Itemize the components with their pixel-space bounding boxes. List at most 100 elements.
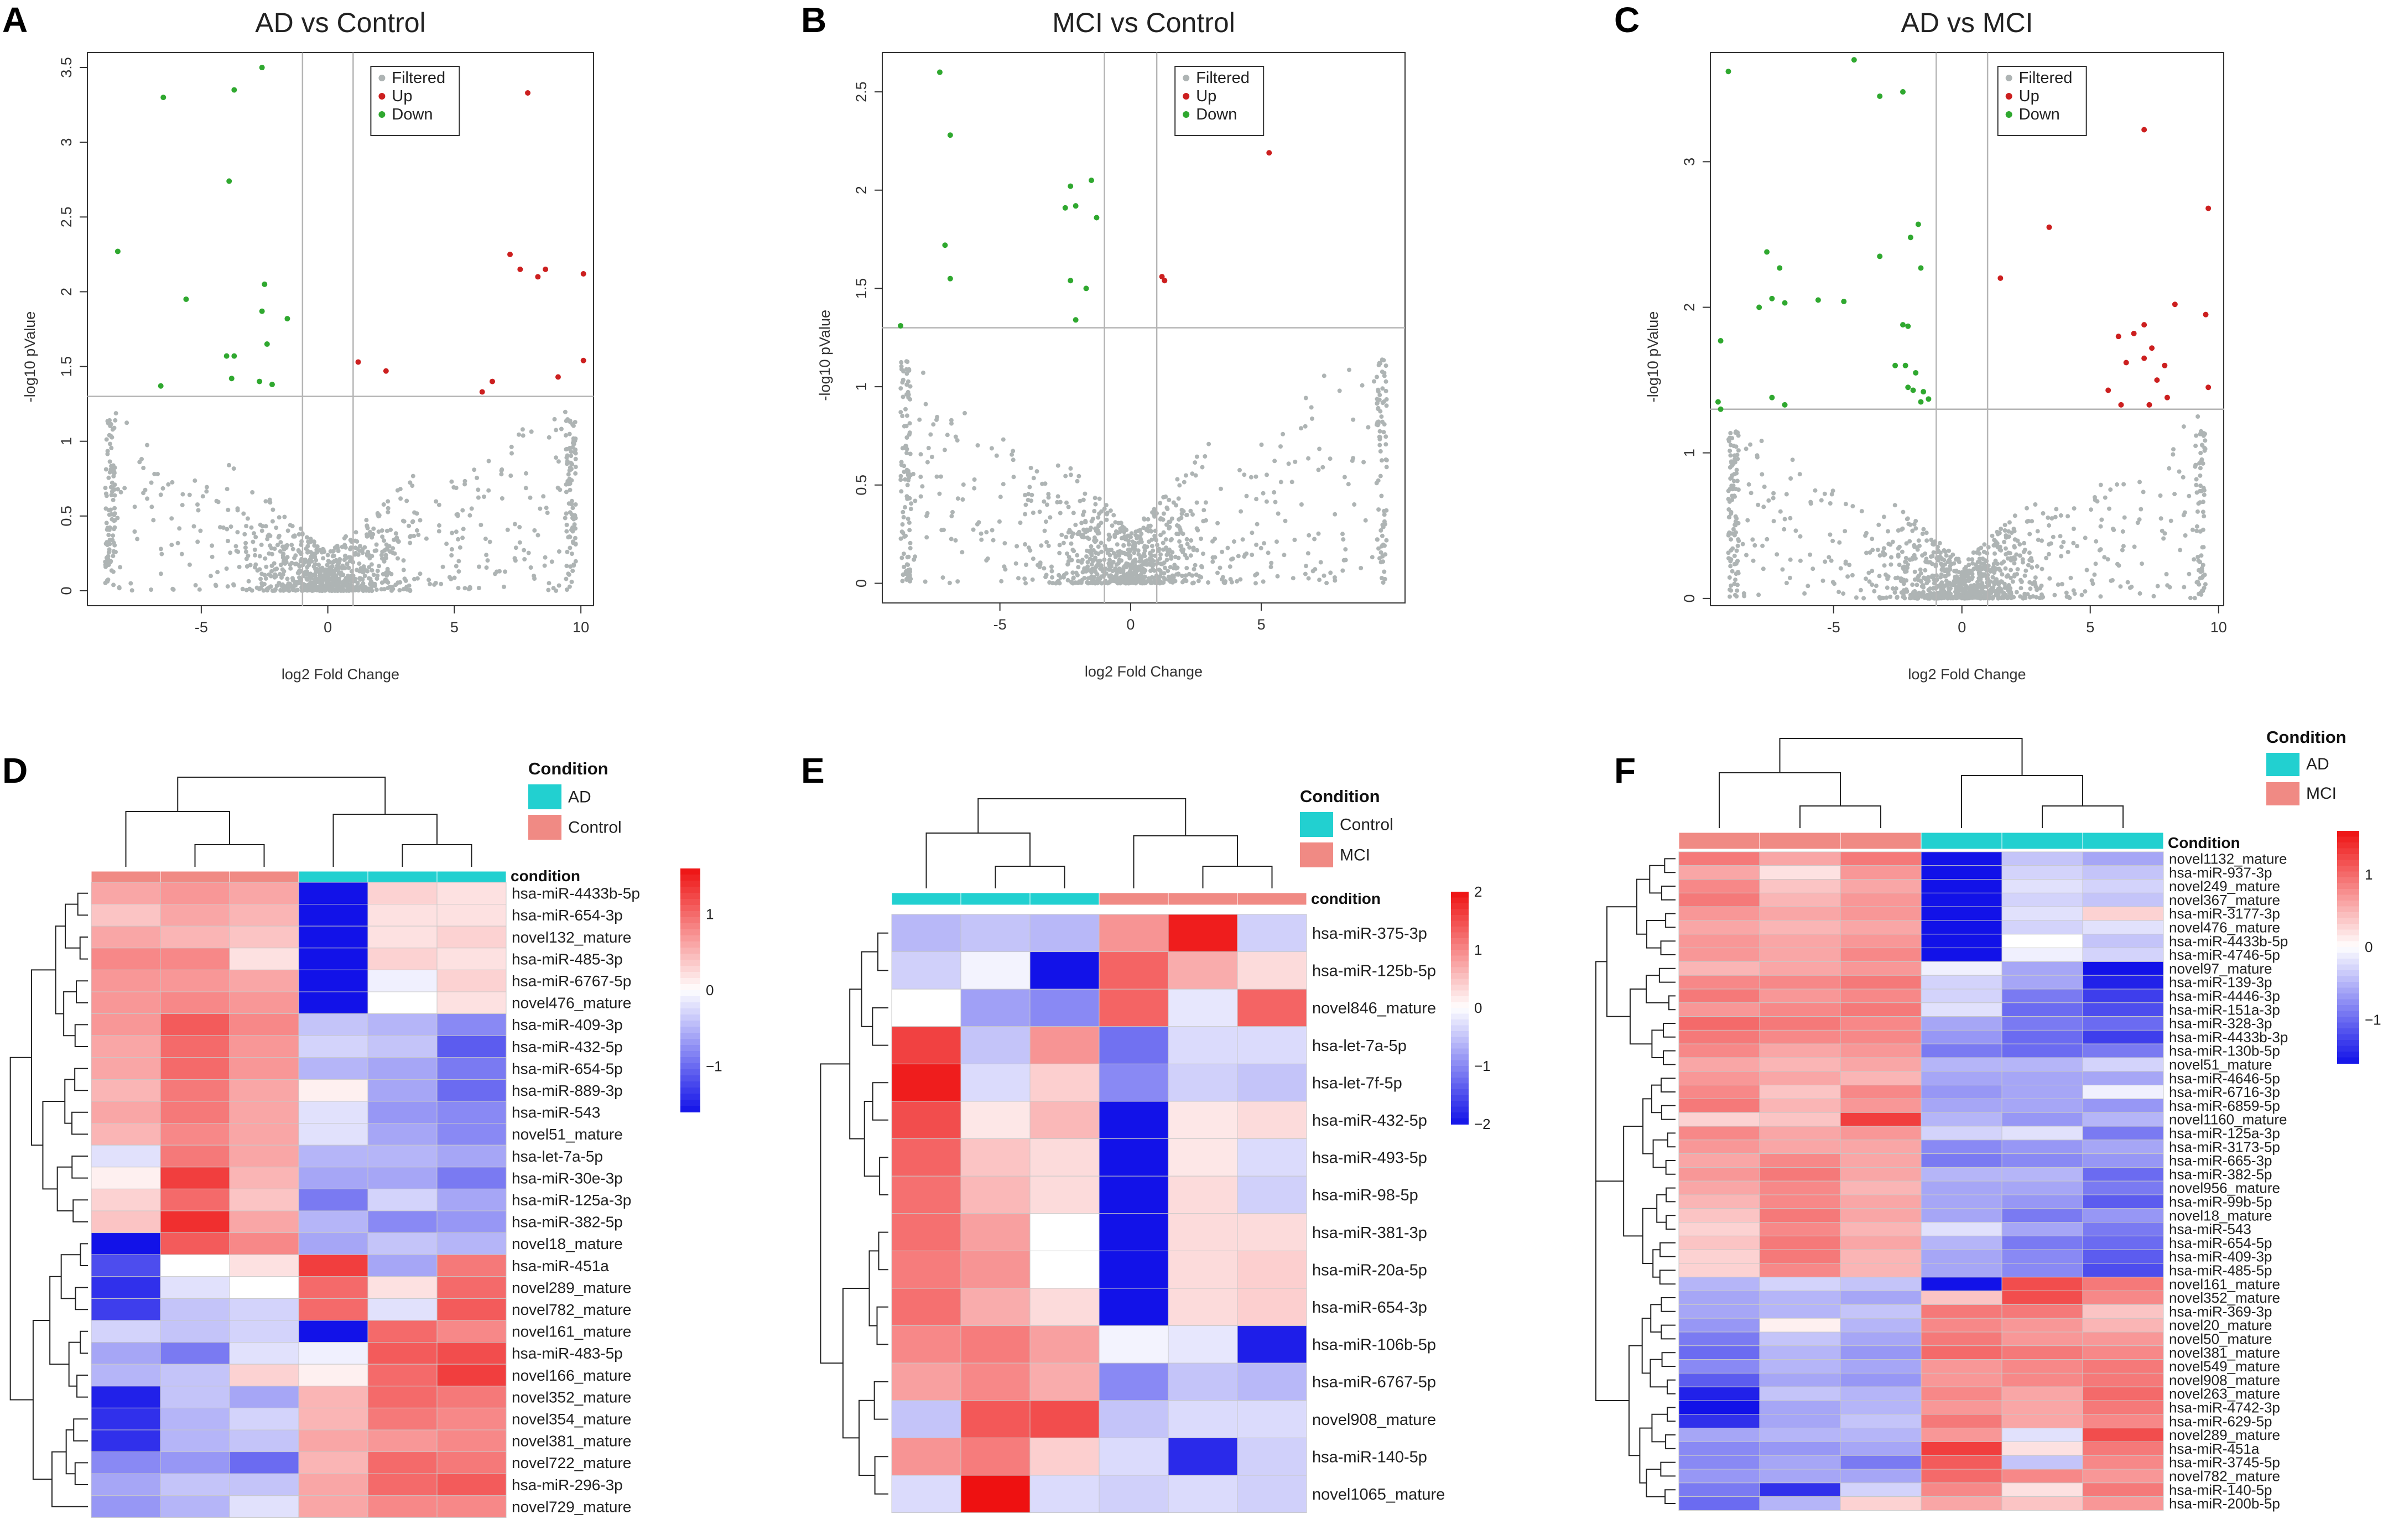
- filtered-point: [1912, 543, 1917, 548]
- filtered-point: [1383, 434, 1388, 439]
- row-label: novel381_mature: [512, 1433, 631, 1450]
- filtered-point: [573, 465, 578, 470]
- filtered-point: [1382, 508, 1387, 513]
- filtered-point: [112, 493, 117, 498]
- filtered-point: [370, 589, 374, 593]
- heatmap-cell: [2082, 1016, 2164, 1031]
- dendrogram-branch: [1667, 1407, 1676, 1422]
- filtered-point: [1135, 578, 1140, 582]
- scale-segment: [2337, 987, 2359, 994]
- heatmap-cell: [1840, 934, 1922, 949]
- heatmap-cell: [1678, 1085, 1760, 1099]
- heatmap-cell: [1678, 1318, 1760, 1333]
- filtered-point: [1382, 576, 1387, 581]
- filtered-point: [2083, 589, 2088, 594]
- filtered-point: [365, 526, 370, 530]
- filtered-point: [1258, 545, 1263, 550]
- filtered-point: [395, 538, 400, 543]
- legend-swatch: [378, 75, 386, 81]
- filtered-point: [1088, 556, 1092, 561]
- x-tick-label: -5: [993, 616, 1007, 633]
- filtered-point: [290, 547, 295, 552]
- filtered-point: [313, 562, 318, 567]
- heatmap-cell: [1168, 1288, 1238, 1326]
- heatmap-cell: [1168, 1250, 1238, 1289]
- filtered-point: [285, 576, 290, 581]
- filtered-point: [1765, 537, 1770, 542]
- down-point: [1926, 396, 1932, 402]
- filtered-point: [2048, 541, 2053, 546]
- dendrogram-branch: [1650, 1359, 1667, 1388]
- filtered-point: [1316, 531, 1321, 536]
- up-point: [2046, 224, 2052, 230]
- filtered-point: [1885, 585, 1890, 590]
- dendrogram-branch: [1665, 1434, 1676, 1449]
- heatmap-cell: [1759, 906, 1841, 921]
- filtered-point: [1156, 580, 1161, 585]
- filtered-point: [1081, 497, 1086, 502]
- filtered-point: [376, 529, 381, 534]
- heatmap-cell: [160, 1123, 230, 1146]
- down-point: [1715, 399, 1721, 405]
- dendrogram-branch: [863, 1101, 880, 1177]
- heatmap-cell: [436, 1035, 507, 1058]
- filtered-point: [1237, 467, 1242, 472]
- filtered-point: [1728, 453, 1733, 458]
- y-tick-label: 3: [1681, 158, 1698, 166]
- heatmap-cell: [229, 1495, 299, 1518]
- filtered-point: [1827, 555, 1832, 560]
- filtered-point: [1756, 592, 1761, 597]
- dendrogram-branch: [1659, 1242, 1676, 1257]
- filtered-point: [1229, 557, 1234, 562]
- filtered-point: [1169, 556, 1174, 561]
- filtered-point: [569, 454, 574, 459]
- filtered-point: [408, 480, 413, 485]
- filtered-point: [1913, 526, 1918, 531]
- heatmap-cell: [1678, 1180, 1760, 1195]
- filtered-point: [994, 453, 999, 458]
- filtered-point: [907, 367, 912, 372]
- filtered-point: [1114, 529, 1118, 534]
- filtered-point: [1177, 539, 1182, 544]
- filtered-point: [1916, 538, 1921, 543]
- filtered-point: [111, 549, 116, 554]
- filtered-point: [1882, 563, 1887, 568]
- filtered-point: [401, 587, 406, 592]
- filtered-point: [566, 535, 571, 540]
- row-label: hsa-miR-4646-5p: [2169, 1070, 2280, 1086]
- dendrogram-branch: [874, 1456, 888, 1495]
- filtered-point: [564, 511, 569, 516]
- heatmap-cell: [1921, 1029, 2002, 1044]
- filtered-point: [277, 515, 282, 520]
- filtered-point: [263, 524, 268, 529]
- plot-frame: [87, 52, 594, 606]
- heatmap-cell: [1840, 879, 1922, 893]
- heatmap-cell: [1840, 1029, 1922, 1044]
- filtered-point: [1730, 436, 1735, 441]
- filtered-point: [293, 583, 298, 588]
- filtered-point: [1272, 490, 1277, 495]
- down-point: [226, 178, 232, 184]
- filtered-point: [478, 523, 483, 527]
- scale-segment: [680, 899, 700, 906]
- heatmap-cell: [1237, 1362, 1307, 1401]
- heatmap-cell: [367, 1188, 438, 1211]
- up-point: [2172, 301, 2178, 308]
- heatmap-cell: [91, 1451, 161, 1474]
- heatmap-cell: [1759, 1414, 1841, 1429]
- filtered-point: [907, 528, 912, 533]
- filtered-point: [1968, 587, 1973, 592]
- filtered-point: [1120, 580, 1125, 585]
- heatmap-cell: [367, 1101, 438, 1124]
- filtered-point: [240, 586, 245, 591]
- filtered-point: [1069, 541, 1074, 546]
- filtered-point: [913, 498, 918, 503]
- filtered-point: [1333, 512, 1338, 517]
- filtered-point: [1317, 578, 1322, 582]
- filtered-point: [1278, 480, 1283, 485]
- heatmap-cell: [229, 1035, 299, 1058]
- heatmap-cell: [1921, 1208, 2002, 1223]
- filtered-point: [407, 523, 412, 528]
- heatmap-cell: [1840, 1180, 1922, 1195]
